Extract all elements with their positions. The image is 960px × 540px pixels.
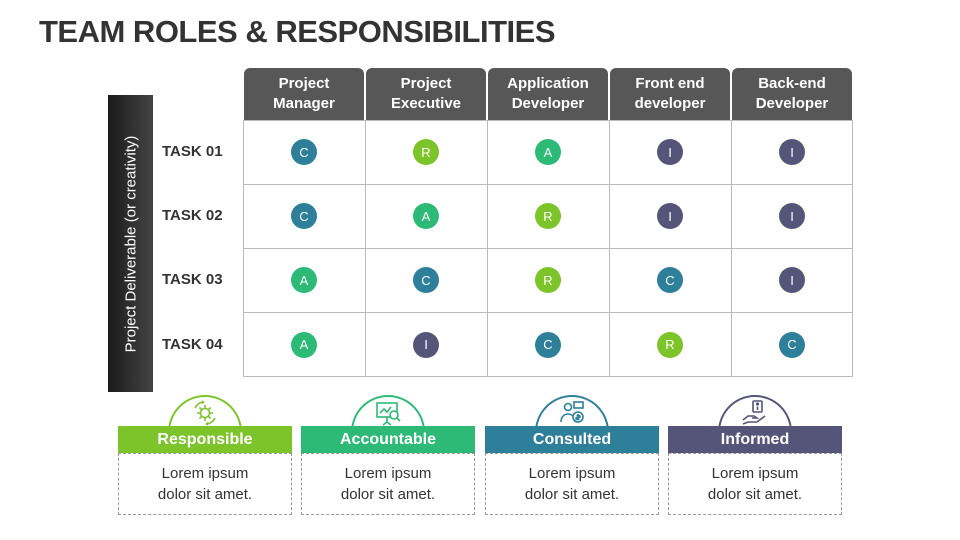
legend-description: Lorem ipsum dolor sit amet. xyxy=(301,453,475,515)
raci-badge: C xyxy=(291,139,317,165)
legend-title: Consulted xyxy=(485,426,659,453)
raci-badge: C xyxy=(413,267,439,293)
task-label: TASK 01 xyxy=(162,143,223,160)
column-header: Application Developer xyxy=(488,68,608,120)
legend-description-text: Lorem ipsum dolor sit amet. xyxy=(707,465,803,503)
column-header-label: Project Manager xyxy=(273,75,335,112)
grid-row-divider xyxy=(243,312,853,313)
grid-row-divider xyxy=(243,248,853,249)
raci-badge: I xyxy=(657,139,683,165)
raci-badge: R xyxy=(535,267,561,293)
raci-badge: A xyxy=(413,203,439,229)
legend-description-text: Lorem ipsum dolor sit amet. xyxy=(524,465,620,503)
presentation-board-icon xyxy=(373,398,403,428)
gear-cycle-icon xyxy=(190,398,220,428)
column-header-label: Application Developer xyxy=(507,75,589,112)
column-header: Back-end Developer xyxy=(732,68,852,120)
raci-badge: A xyxy=(291,331,317,358)
raci-badge: R xyxy=(413,139,439,165)
column-header: Project Manager xyxy=(244,68,364,120)
legend-description-text: Lorem ipsum dolor sit amet. xyxy=(157,465,253,503)
hand-info-icon xyxy=(740,398,770,428)
legend-description: Lorem ipsum dolor sit amet. xyxy=(485,453,659,515)
legend-title: Responsible xyxy=(118,426,292,453)
raci-badge: R xyxy=(657,331,683,358)
column-header-label: Front end developer xyxy=(634,75,706,112)
column-header: Project Executive xyxy=(366,68,486,120)
grid-row-divider xyxy=(243,184,853,185)
page-title: TEAM ROLES & RESPONSIBILITIES xyxy=(39,14,556,49)
column-header-label: Project Executive xyxy=(390,75,462,112)
consultant-money-icon xyxy=(557,398,587,428)
legend-description: Lorem ipsum dolor sit amet. xyxy=(668,453,842,515)
task-label: TASK 04 xyxy=(162,335,223,353)
raci-badge: I xyxy=(779,139,805,165)
raci-badge: I xyxy=(779,267,805,293)
raci-badge: C xyxy=(657,267,683,293)
raci-badge: I xyxy=(413,331,439,358)
side-label-text: Project Deliverable (or creativity) xyxy=(122,135,139,352)
raci-badge: C xyxy=(779,331,805,358)
legend-title: Informed xyxy=(668,426,842,453)
legend-description: Lorem ipsum dolor sit amet. xyxy=(118,453,292,515)
raci-badge: C xyxy=(291,203,317,229)
raci-badge: I xyxy=(657,203,683,229)
side-label-bar: Project Deliverable (or creativity) xyxy=(108,95,153,392)
raci-badge: A xyxy=(535,139,561,165)
task-label: TASK 03 xyxy=(162,271,223,288)
raci-badge: I xyxy=(779,203,805,229)
legend-title: Accountable xyxy=(301,426,475,453)
column-header: Front end developer xyxy=(610,68,730,120)
task-label: TASK 02 xyxy=(162,207,223,224)
raci-badge: C xyxy=(535,331,561,358)
legend-description-text: Lorem ipsum dolor sit amet. xyxy=(340,465,436,503)
raci-badge: R xyxy=(535,203,561,229)
raci-badge: A xyxy=(291,267,317,293)
column-header-label: Back-end Developer xyxy=(755,75,829,112)
